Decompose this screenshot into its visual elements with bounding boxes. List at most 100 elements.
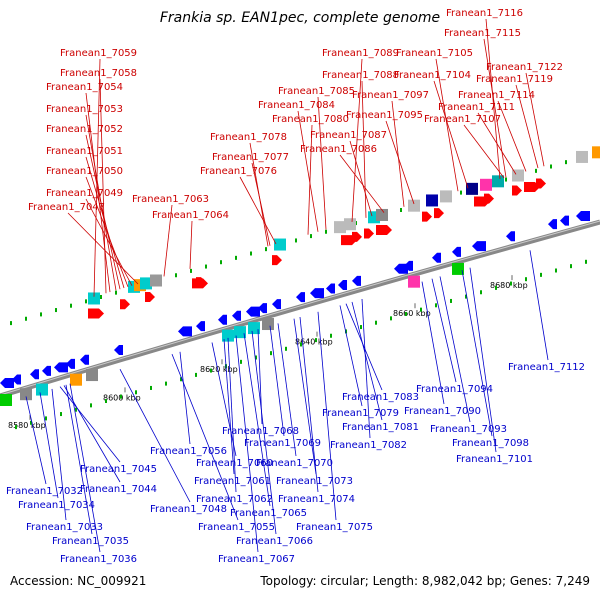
gene-label-top: Franean1_7047 bbox=[28, 202, 105, 213]
leader-line-top bbox=[477, 112, 517, 175]
feature-block bbox=[480, 178, 492, 191]
leader-line-top bbox=[385, 120, 415, 205]
reverse-gene-arrow bbox=[338, 279, 347, 290]
leader-line-top bbox=[433, 80, 469, 189]
leader-line-bottom bbox=[59, 386, 121, 463]
leader-line-bottom bbox=[439, 276, 471, 423]
forward-gene-arrow bbox=[145, 291, 155, 302]
track-tick bbox=[220, 260, 222, 265]
track-tick bbox=[240, 359, 242, 364]
gene-label-top: Franean1_7104 bbox=[394, 70, 471, 81]
leader-line-bottom bbox=[317, 311, 337, 521]
leader-line-top bbox=[483, 38, 507, 178]
leader-line-bottom bbox=[299, 316, 319, 493]
gene-label-bottom: Franean1_7083 bbox=[342, 392, 419, 403]
gene-label-top: Franean1_7086 bbox=[300, 144, 377, 155]
gene-label-top: Franean1_7119 bbox=[476, 74, 553, 85]
track-tick bbox=[460, 190, 462, 195]
track-tick bbox=[60, 412, 62, 417]
gene-label-top: Franean1_7053 bbox=[46, 104, 123, 115]
reverse-gene-arrow bbox=[114, 344, 123, 355]
reverse-gene-arrow bbox=[432, 252, 441, 263]
leader-line-bottom bbox=[211, 342, 237, 457]
track-tick bbox=[285, 346, 287, 351]
leader-line-top bbox=[85, 176, 129, 288]
track-tick bbox=[480, 290, 482, 295]
track-tick bbox=[40, 312, 42, 317]
leader-line-top bbox=[251, 162, 271, 246]
leader-line-top bbox=[85, 134, 121, 290]
gene-label-bottom: Franean1_7073 bbox=[276, 476, 353, 487]
track-tick bbox=[330, 333, 332, 338]
feature-block bbox=[140, 277, 152, 290]
track-tick bbox=[420, 307, 422, 312]
leader-line-bottom bbox=[119, 369, 191, 503]
reverse-gene-arrow bbox=[0, 378, 14, 388]
reverse-gene-arrow bbox=[66, 358, 75, 369]
gene-label-top: Franean1_7054 bbox=[46, 82, 123, 93]
forward-gene-arrow bbox=[536, 178, 546, 189]
feature-block bbox=[344, 218, 356, 231]
track-tick bbox=[120, 394, 122, 399]
leader-line-top bbox=[361, 80, 367, 218]
reverse-gene-arrow bbox=[42, 365, 51, 376]
gene-label-bottom: Franean1_7090 bbox=[404, 406, 481, 417]
track-tick bbox=[55, 308, 57, 313]
gene-label-bottom: Franean1_7094 bbox=[416, 384, 493, 395]
track-tick bbox=[135, 390, 137, 395]
track-tick bbox=[10, 321, 12, 326]
reverse-gene-arrow bbox=[80, 354, 89, 365]
gene-label-bottom: Franean1_7075 bbox=[296, 522, 373, 533]
track-tick bbox=[70, 303, 72, 308]
leader-line-top bbox=[189, 220, 193, 269]
gene-label-top: Franean1_7097 bbox=[352, 90, 429, 101]
leader-line-top bbox=[463, 124, 505, 179]
feature-block bbox=[440, 190, 452, 203]
leader-line-top bbox=[163, 204, 173, 277]
gene-label-top: Franean1_7076 bbox=[200, 166, 277, 177]
track-tick bbox=[405, 312, 407, 316]
feature-block bbox=[274, 238, 286, 251]
track-tick bbox=[235, 255, 237, 260]
track-tick bbox=[150, 385, 152, 390]
gene-label-bottom: Franean1_7112 bbox=[508, 362, 585, 373]
feature-block bbox=[576, 150, 588, 163]
gene-label-bottom: Franean1_7045 bbox=[80, 464, 157, 475]
leader-line-bottom bbox=[223, 339, 235, 475]
leader-line-bottom bbox=[39, 392, 59, 499]
track-tick bbox=[435, 303, 437, 308]
leader-line-top bbox=[239, 176, 277, 245]
track-tick bbox=[400, 208, 402, 212]
track-tick bbox=[535, 168, 537, 173]
feature-block bbox=[426, 194, 438, 207]
feature-block bbox=[592, 146, 600, 159]
gene-label-bottom: Franean1_7034 bbox=[18, 500, 95, 511]
track-tick bbox=[45, 416, 47, 421]
track-tick bbox=[540, 272, 542, 277]
gene-label-top: Franean1_7049 bbox=[46, 188, 123, 199]
track-tick bbox=[15, 425, 17, 430]
gene-label-bottom: Franean1_7070 bbox=[256, 458, 333, 469]
track-tick bbox=[510, 281, 512, 286]
forward-gene-arrow bbox=[484, 193, 494, 204]
gene-label-top: Franean1_7063 bbox=[132, 194, 209, 205]
track-tick bbox=[550, 164, 552, 169]
gene-label-bottom: Franean1_7074 bbox=[278, 494, 355, 505]
genome-summary-label: Topology: circular; Length: 8,982,042 bp… bbox=[260, 574, 590, 588]
leader-line-bottom bbox=[227, 337, 237, 493]
track-tick bbox=[250, 251, 252, 256]
gene-label-bottom: Franean1_7067 bbox=[218, 554, 295, 565]
feature-block bbox=[466, 182, 478, 195]
scale-label: 8640 kbp bbox=[295, 338, 333, 347]
gene-label-top: Franean1_7052 bbox=[46, 124, 123, 135]
reverse-gene-arrow bbox=[232, 310, 241, 321]
track-tick bbox=[295, 238, 297, 243]
track-tick bbox=[450, 298, 452, 303]
gene-label-top: Franean1_7058 bbox=[60, 68, 137, 79]
reverse-gene-arrow bbox=[30, 369, 39, 380]
genome-axis-highlight bbox=[0, 220, 600, 396]
feature-block bbox=[376, 208, 388, 221]
track-tick bbox=[255, 355, 257, 360]
track-tick bbox=[495, 285, 497, 290]
reverse-gene-arrow bbox=[218, 314, 227, 325]
